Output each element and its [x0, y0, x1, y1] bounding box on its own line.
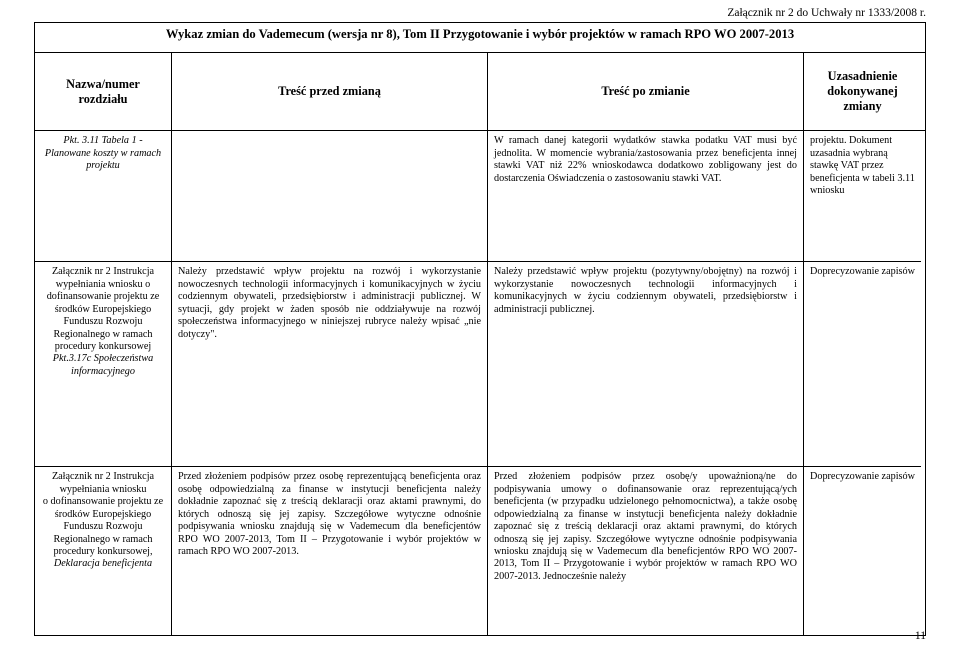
row2-name-sub: Pkt.3.17c Społeczeństwa informacyjnego	[53, 353, 153, 376]
attachment-reference: Załącznik nr 2 do Uchwały nr 1333/2008 r…	[34, 6, 926, 20]
row3-name-text: Załącznik nr 2 Instrukcja wypełniania wn…	[43, 471, 163, 557]
page-number: 11	[915, 629, 926, 643]
col-before: Należy przedstawić wpływ projektu na roz…	[171, 131, 487, 635]
header-box: Wykaz zmian do Vademecum (wersja nr 8), …	[34, 22, 926, 131]
row1-before	[172, 131, 487, 261]
column-header-before: Treść przed zmianą	[171, 53, 487, 130]
row3-name: Załącznik nr 2 Instrukcja wypełniania wn…	[35, 466, 171, 635]
column-header-reason: Uzasadnienie dokonywanej zmiany	[803, 53, 921, 130]
row2-name: Załącznik nr 2 Instrukcja wypełniania wn…	[35, 261, 171, 466]
row1-name: Pkt. 3.11 Tabela 1 - Planowane koszty w …	[35, 131, 171, 261]
column-header-after: Treść po zmianie	[487, 53, 803, 130]
changes-table: Pkt. 3.11 Tabela 1 - Planowane koszty w …	[34, 131, 926, 636]
row1-reason: projektu. Dokument uzasadnia wybraną sta…	[804, 131, 921, 261]
row2-reason: Doprecyzowanie zapisów	[804, 261, 921, 466]
col-name: Pkt. 3.11 Tabela 1 - Planowane koszty w …	[35, 131, 171, 635]
document-title: Wykaz zmian do Vademecum (wersja nr 8), …	[35, 23, 925, 52]
row3-after: Przed złożeniem podpisów przez osobę/y u…	[488, 466, 803, 635]
row2-before: Należy przedstawić wpływ projektu na roz…	[172, 261, 487, 466]
row3-before: Przed złożeniem podpisów przez osobę rep…	[172, 466, 487, 635]
row1-after: W ramach danej kategorii wydatków stawka…	[488, 131, 803, 261]
row3-name-sub: Deklaracja beneficjenta	[54, 558, 152, 569]
row2-after: Należy przedstawić wpływ projektu (pozyt…	[488, 261, 803, 466]
row3-reason: Doprecyzowanie zapisów	[804, 466, 921, 635]
column-header-name: Nazwa/numer rozdziału	[35, 53, 171, 130]
col-after: W ramach danej kategorii wydatków stawka…	[487, 131, 803, 635]
column-headers-row: Nazwa/numer rozdziału Treść przed zmianą…	[35, 52, 925, 130]
row2-name-text: Załącznik nr 2 Instrukcja wypełniania wn…	[47, 266, 160, 352]
col-reason: projektu. Dokument uzasadnia wybraną sta…	[803, 131, 921, 635]
